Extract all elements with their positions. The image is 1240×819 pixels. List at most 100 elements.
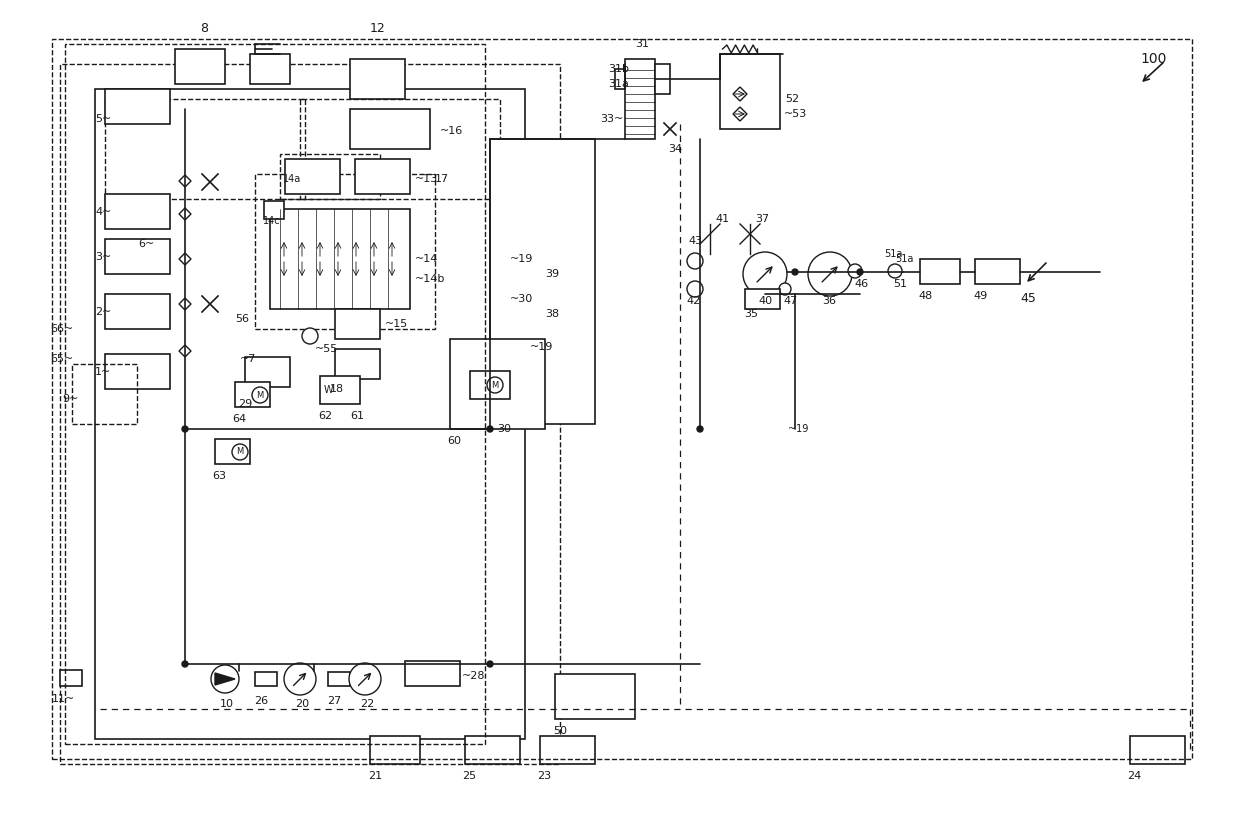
Text: ~19: ~19 [510,254,533,264]
Circle shape [303,328,317,344]
Text: ~13: ~13 [415,174,438,184]
Polygon shape [215,673,236,685]
Text: 5~: 5~ [95,114,112,124]
Text: 31a: 31a [608,79,629,89]
Text: 42: 42 [686,296,701,306]
Text: 50: 50 [553,726,567,736]
Bar [250,54,290,84]
Text: 29: 29 [238,399,252,409]
Text: 64: 64 [232,414,246,424]
Circle shape [808,252,852,296]
Bar [270,209,410,309]
Text: ~14: ~14 [415,254,439,264]
Circle shape [348,663,381,695]
Text: 43: 43 [688,236,702,246]
Text: 4~: 4~ [95,207,112,217]
Circle shape [211,665,239,693]
Circle shape [857,269,863,275]
Circle shape [487,377,503,393]
Bar [105,354,170,389]
Circle shape [848,264,862,278]
Bar [329,672,350,686]
Text: 25: 25 [463,771,476,781]
Text: 48: 48 [918,291,932,301]
Text: 1~: 1~ [95,367,112,377]
Text: 27: 27 [327,696,341,706]
Bar [370,736,420,764]
Text: 39: 39 [546,269,559,279]
Text: 41: 41 [715,214,729,224]
Text: 35: 35 [744,309,758,319]
Circle shape [697,426,703,432]
Text: 20: 20 [295,699,309,709]
Text: 21: 21 [368,771,382,781]
Circle shape [487,426,494,432]
Bar [105,294,170,329]
Bar [335,349,379,379]
Text: ~28: ~28 [463,671,486,681]
Text: 18: 18 [330,384,345,394]
Text: ~53: ~53 [784,109,807,119]
Bar [60,64,560,764]
Bar [625,59,655,139]
Polygon shape [179,345,191,357]
Polygon shape [179,208,191,220]
Text: M: M [257,391,264,400]
Text: 14c: 14c [263,216,280,226]
Bar [255,672,277,686]
Text: 66~: 66~ [50,324,73,334]
Bar [320,376,360,404]
Bar [405,661,460,686]
Text: 65~: 65~ [50,354,73,364]
Text: 30: 30 [497,424,511,434]
Bar [52,39,1192,759]
Text: 49: 49 [973,291,987,301]
Bar [490,139,595,424]
Bar [264,201,284,219]
Bar [215,439,250,464]
Text: 22: 22 [360,699,374,709]
Text: ~14b: ~14b [415,274,445,284]
Text: M: M [237,447,243,456]
Bar [335,309,379,339]
Bar [60,670,82,686]
Text: 23: 23 [537,771,551,781]
Polygon shape [179,175,191,187]
Circle shape [888,264,901,278]
Text: 56: 56 [236,314,249,324]
Text: 40: 40 [758,296,773,306]
Text: M: M [491,381,498,390]
Text: 34: 34 [668,144,682,154]
Bar [615,69,625,89]
Bar [105,194,170,229]
Text: 38: 38 [546,309,559,319]
Text: ~16: ~16 [440,126,464,136]
Text: 51a: 51a [895,254,914,264]
Text: 33~: 33~ [600,114,624,124]
Circle shape [687,281,703,297]
Text: 31b: 31b [608,64,629,74]
Text: ~30: ~30 [510,294,533,304]
Bar [72,364,136,424]
Text: 51a: 51a [884,249,903,259]
Polygon shape [733,107,746,121]
Polygon shape [179,298,191,310]
Bar [105,239,170,274]
Circle shape [252,387,268,403]
Bar [655,64,670,94]
Text: 52: 52 [785,94,799,104]
Circle shape [792,269,799,275]
Bar [1130,736,1185,764]
Text: 3~: 3~ [95,252,112,262]
Bar [745,289,780,309]
Circle shape [487,661,494,667]
Text: 62: 62 [317,411,332,421]
Text: 10: 10 [219,699,234,709]
Text: 60: 60 [446,436,461,446]
Bar [64,44,485,744]
Text: 51: 51 [893,279,906,289]
Bar [175,49,224,84]
Bar [300,99,500,199]
Bar [720,54,780,129]
Bar [236,382,270,407]
